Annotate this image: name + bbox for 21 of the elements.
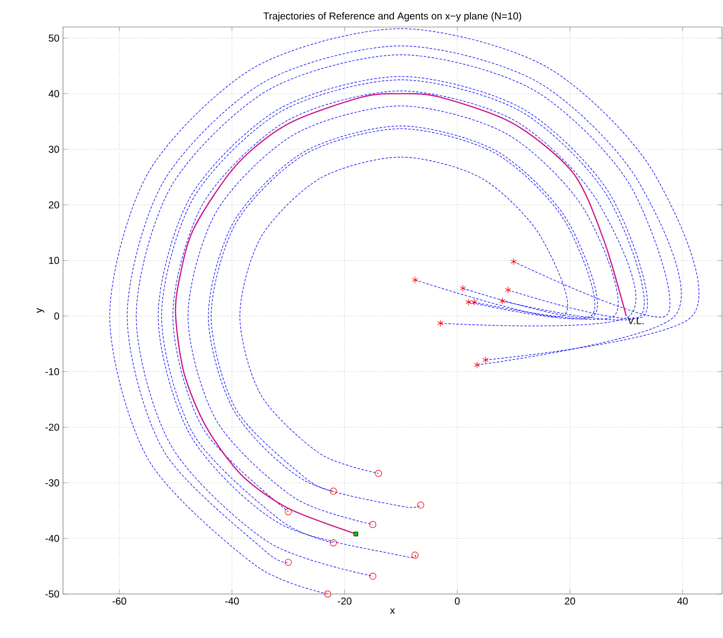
chart-title: Trajectories of Reference and Agents on x−y plane (N=10) (263, 12, 522, 22)
y-tick-label: -30 (45, 479, 60, 486)
x-axis-title: x (390, 608, 395, 614)
x-tick-label: -40 (225, 598, 239, 605)
y-axis-title: y (36, 308, 44, 313)
x-tick-label: 0 (454, 598, 460, 605)
x-tick-label: 20 (564, 598, 576, 605)
y-tick-label: 50 (48, 34, 60, 42)
y-tick-label: 10 (49, 256, 60, 264)
annotation: V.L. (628, 317, 644, 324)
y-tick-label: -10 (45, 368, 60, 376)
y-tick-label: 40 (48, 90, 60, 98)
y-tick-label: 30 (48, 146, 60, 153)
y-tick-label: 0 (54, 312, 60, 320)
x-tick-label: 40 (677, 598, 688, 605)
x-tick-label: -60 (112, 598, 126, 605)
y-tick-label: -40 (45, 534, 60, 542)
y-tick-label: 20 (48, 201, 60, 208)
y-tick-label: -50 (45, 590, 60, 598)
y-tick-label: -20 (45, 424, 60, 431)
x-tick-label: -20 (338, 598, 352, 605)
